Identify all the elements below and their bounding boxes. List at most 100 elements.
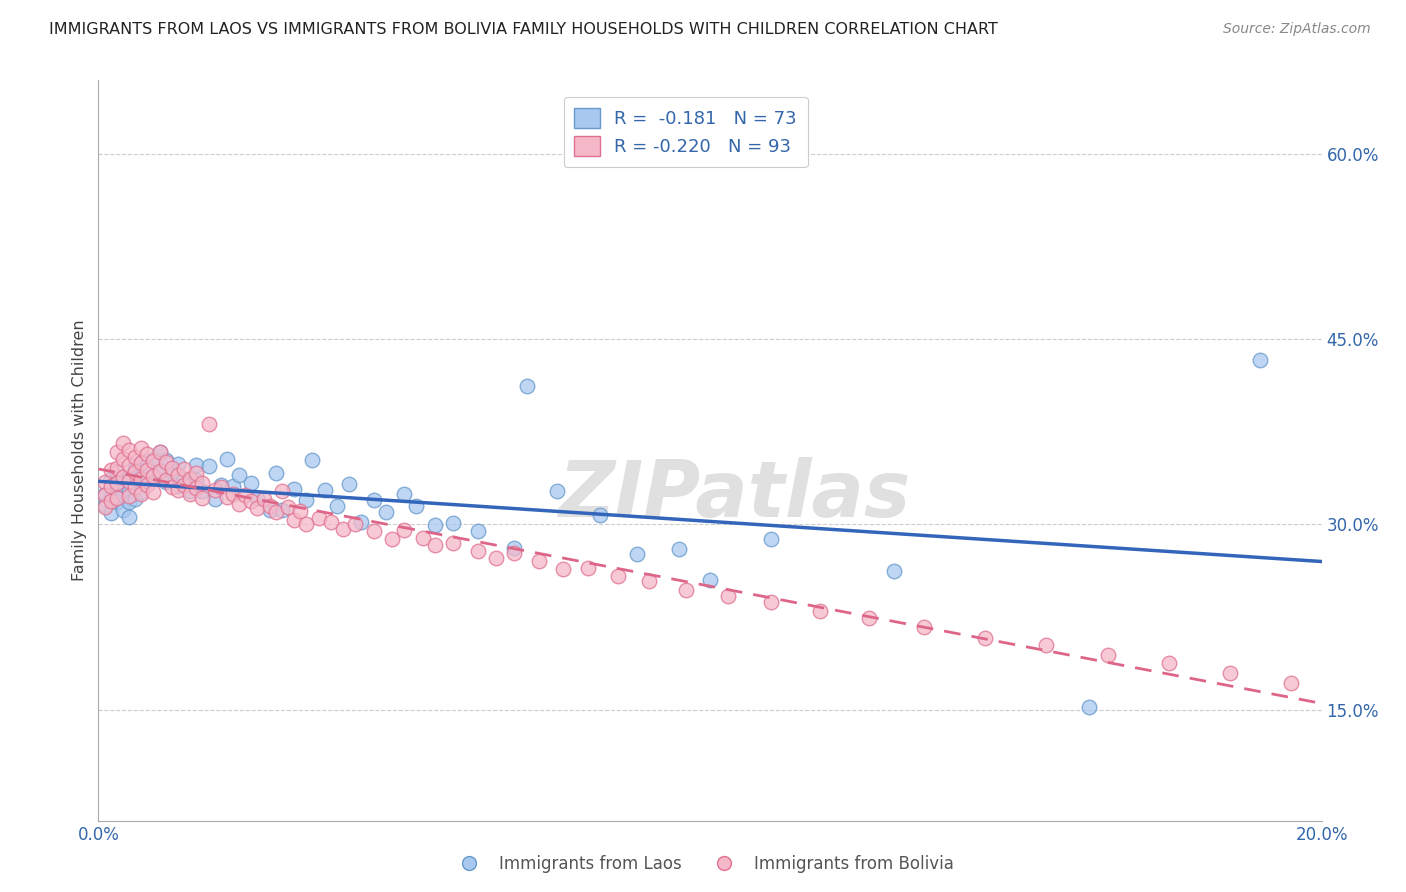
Point <box>100 463 122 477</box>
Point <box>173 462 195 476</box>
Point <box>759 532 782 546</box>
Point <box>240 475 263 490</box>
Point <box>186 473 208 487</box>
Point <box>100 472 122 486</box>
Point <box>136 447 159 461</box>
Legend: R =  -0.181   N = 73, R = -0.220   N = 93: R = -0.181 N = 73, R = -0.220 N = 93 <box>564 96 807 168</box>
Point <box>1249 352 1271 367</box>
Point <box>1279 676 1302 690</box>
Point <box>675 582 697 597</box>
Point <box>441 536 464 550</box>
Point <box>100 491 122 505</box>
Point <box>808 604 831 618</box>
Point <box>105 491 128 506</box>
Point <box>240 494 263 508</box>
Point <box>699 573 721 587</box>
Point <box>222 478 245 492</box>
Point <box>246 501 269 516</box>
Point <box>129 441 152 455</box>
Point <box>100 478 122 492</box>
Point <box>155 453 177 467</box>
Point <box>105 445 128 459</box>
Point <box>516 378 538 392</box>
Point <box>118 495 141 509</box>
Point <box>412 531 434 545</box>
Point <box>209 480 232 494</box>
Point <box>105 465 128 479</box>
Point <box>912 620 935 634</box>
Point <box>129 471 152 485</box>
Point <box>118 484 141 499</box>
Point <box>553 562 575 576</box>
Point <box>259 502 281 516</box>
Point <box>179 483 201 498</box>
Point <box>118 474 141 488</box>
Point <box>142 454 165 468</box>
Point <box>136 463 159 477</box>
Point <box>136 459 159 474</box>
Point <box>270 484 292 499</box>
Point <box>423 538 446 552</box>
Point <box>167 457 190 471</box>
Point <box>374 505 396 519</box>
Point <box>124 477 146 491</box>
Point <box>160 480 183 494</box>
Point <box>228 467 250 482</box>
Point <box>467 524 489 539</box>
Point <box>405 499 427 513</box>
Point <box>111 502 134 516</box>
Point <box>136 474 159 488</box>
Point <box>759 594 782 608</box>
Point <box>314 483 336 498</box>
Text: ZIPatlas: ZIPatlas <box>558 457 911 533</box>
Point <box>1219 665 1241 680</box>
Point <box>160 461 183 475</box>
Point <box>637 574 661 588</box>
Point <box>111 436 134 450</box>
Point <box>149 464 172 478</box>
Point <box>717 589 740 603</box>
Point <box>1157 656 1180 670</box>
Point <box>167 479 190 493</box>
Point <box>93 498 115 512</box>
Point <box>173 472 195 486</box>
Point <box>124 465 146 479</box>
Point <box>111 451 134 466</box>
Point <box>142 469 165 483</box>
Point <box>142 484 165 499</box>
Point <box>485 551 508 566</box>
Point <box>93 487 115 501</box>
Point <box>264 505 287 519</box>
Point <box>264 466 287 480</box>
Text: Source: ZipAtlas.com: Source: ZipAtlas.com <box>1223 22 1371 37</box>
Point <box>204 492 226 507</box>
Point <box>246 491 269 505</box>
Point <box>105 476 128 491</box>
Point <box>277 500 299 514</box>
Point <box>308 511 330 525</box>
Point <box>136 478 159 492</box>
Point <box>197 417 219 432</box>
Point <box>142 471 165 485</box>
Point <box>209 478 232 492</box>
Point <box>503 546 526 560</box>
Point <box>167 483 190 498</box>
Point <box>363 524 385 539</box>
Point <box>142 452 165 467</box>
Point <box>129 456 152 470</box>
Text: IMMIGRANTS FROM LAOS VS IMMIGRANTS FROM BOLIVIA FAMILY HOUSEHOLDS WITH CHILDREN : IMMIGRANTS FROM LAOS VS IMMIGRANTS FROM … <box>49 22 998 37</box>
Point <box>179 472 201 486</box>
Point <box>124 480 146 494</box>
Point <box>124 491 146 506</box>
Point <box>149 445 172 459</box>
Point <box>105 483 128 498</box>
Point <box>332 522 354 536</box>
Point <box>111 476 134 491</box>
Point <box>222 487 245 501</box>
Point <box>129 487 152 501</box>
Point <box>283 513 305 527</box>
Point <box>93 487 115 501</box>
Point <box>155 455 177 469</box>
Point <box>149 445 172 459</box>
Point <box>118 469 141 483</box>
